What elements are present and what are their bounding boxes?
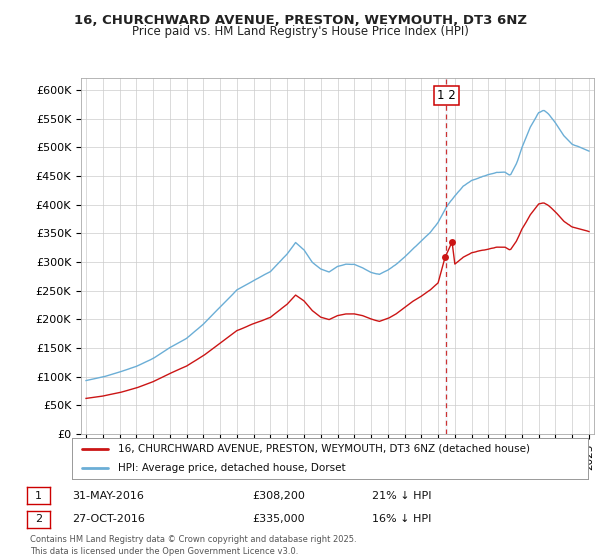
Text: 31-MAY-2016: 31-MAY-2016 bbox=[72, 491, 144, 501]
Bar bbox=[445, 78, 448, 434]
Text: 27-OCT-2016: 27-OCT-2016 bbox=[72, 514, 145, 524]
Text: 1 2: 1 2 bbox=[437, 89, 456, 102]
Text: 2: 2 bbox=[35, 514, 42, 524]
Text: Price paid vs. HM Land Registry's House Price Index (HPI): Price paid vs. HM Land Registry's House … bbox=[131, 25, 469, 38]
Text: 16, CHURCHWARD AVENUE, PRESTON, WEYMOUTH, DT3 6NZ: 16, CHURCHWARD AVENUE, PRESTON, WEYMOUTH… bbox=[74, 14, 527, 27]
Text: 16, CHURCHWARD AVENUE, PRESTON, WEYMOUTH, DT3 6NZ (detached house): 16, CHURCHWARD AVENUE, PRESTON, WEYMOUTH… bbox=[118, 444, 530, 454]
Text: 16% ↓ HPI: 16% ↓ HPI bbox=[372, 514, 431, 524]
Text: Contains HM Land Registry data © Crown copyright and database right 2025.
This d: Contains HM Land Registry data © Crown c… bbox=[30, 535, 356, 556]
Text: 1: 1 bbox=[35, 491, 42, 501]
Text: £308,200: £308,200 bbox=[252, 491, 305, 501]
Text: £335,000: £335,000 bbox=[252, 514, 305, 524]
Text: 21% ↓ HPI: 21% ↓ HPI bbox=[372, 491, 431, 501]
Text: HPI: Average price, detached house, Dorset: HPI: Average price, detached house, Dors… bbox=[118, 463, 346, 473]
